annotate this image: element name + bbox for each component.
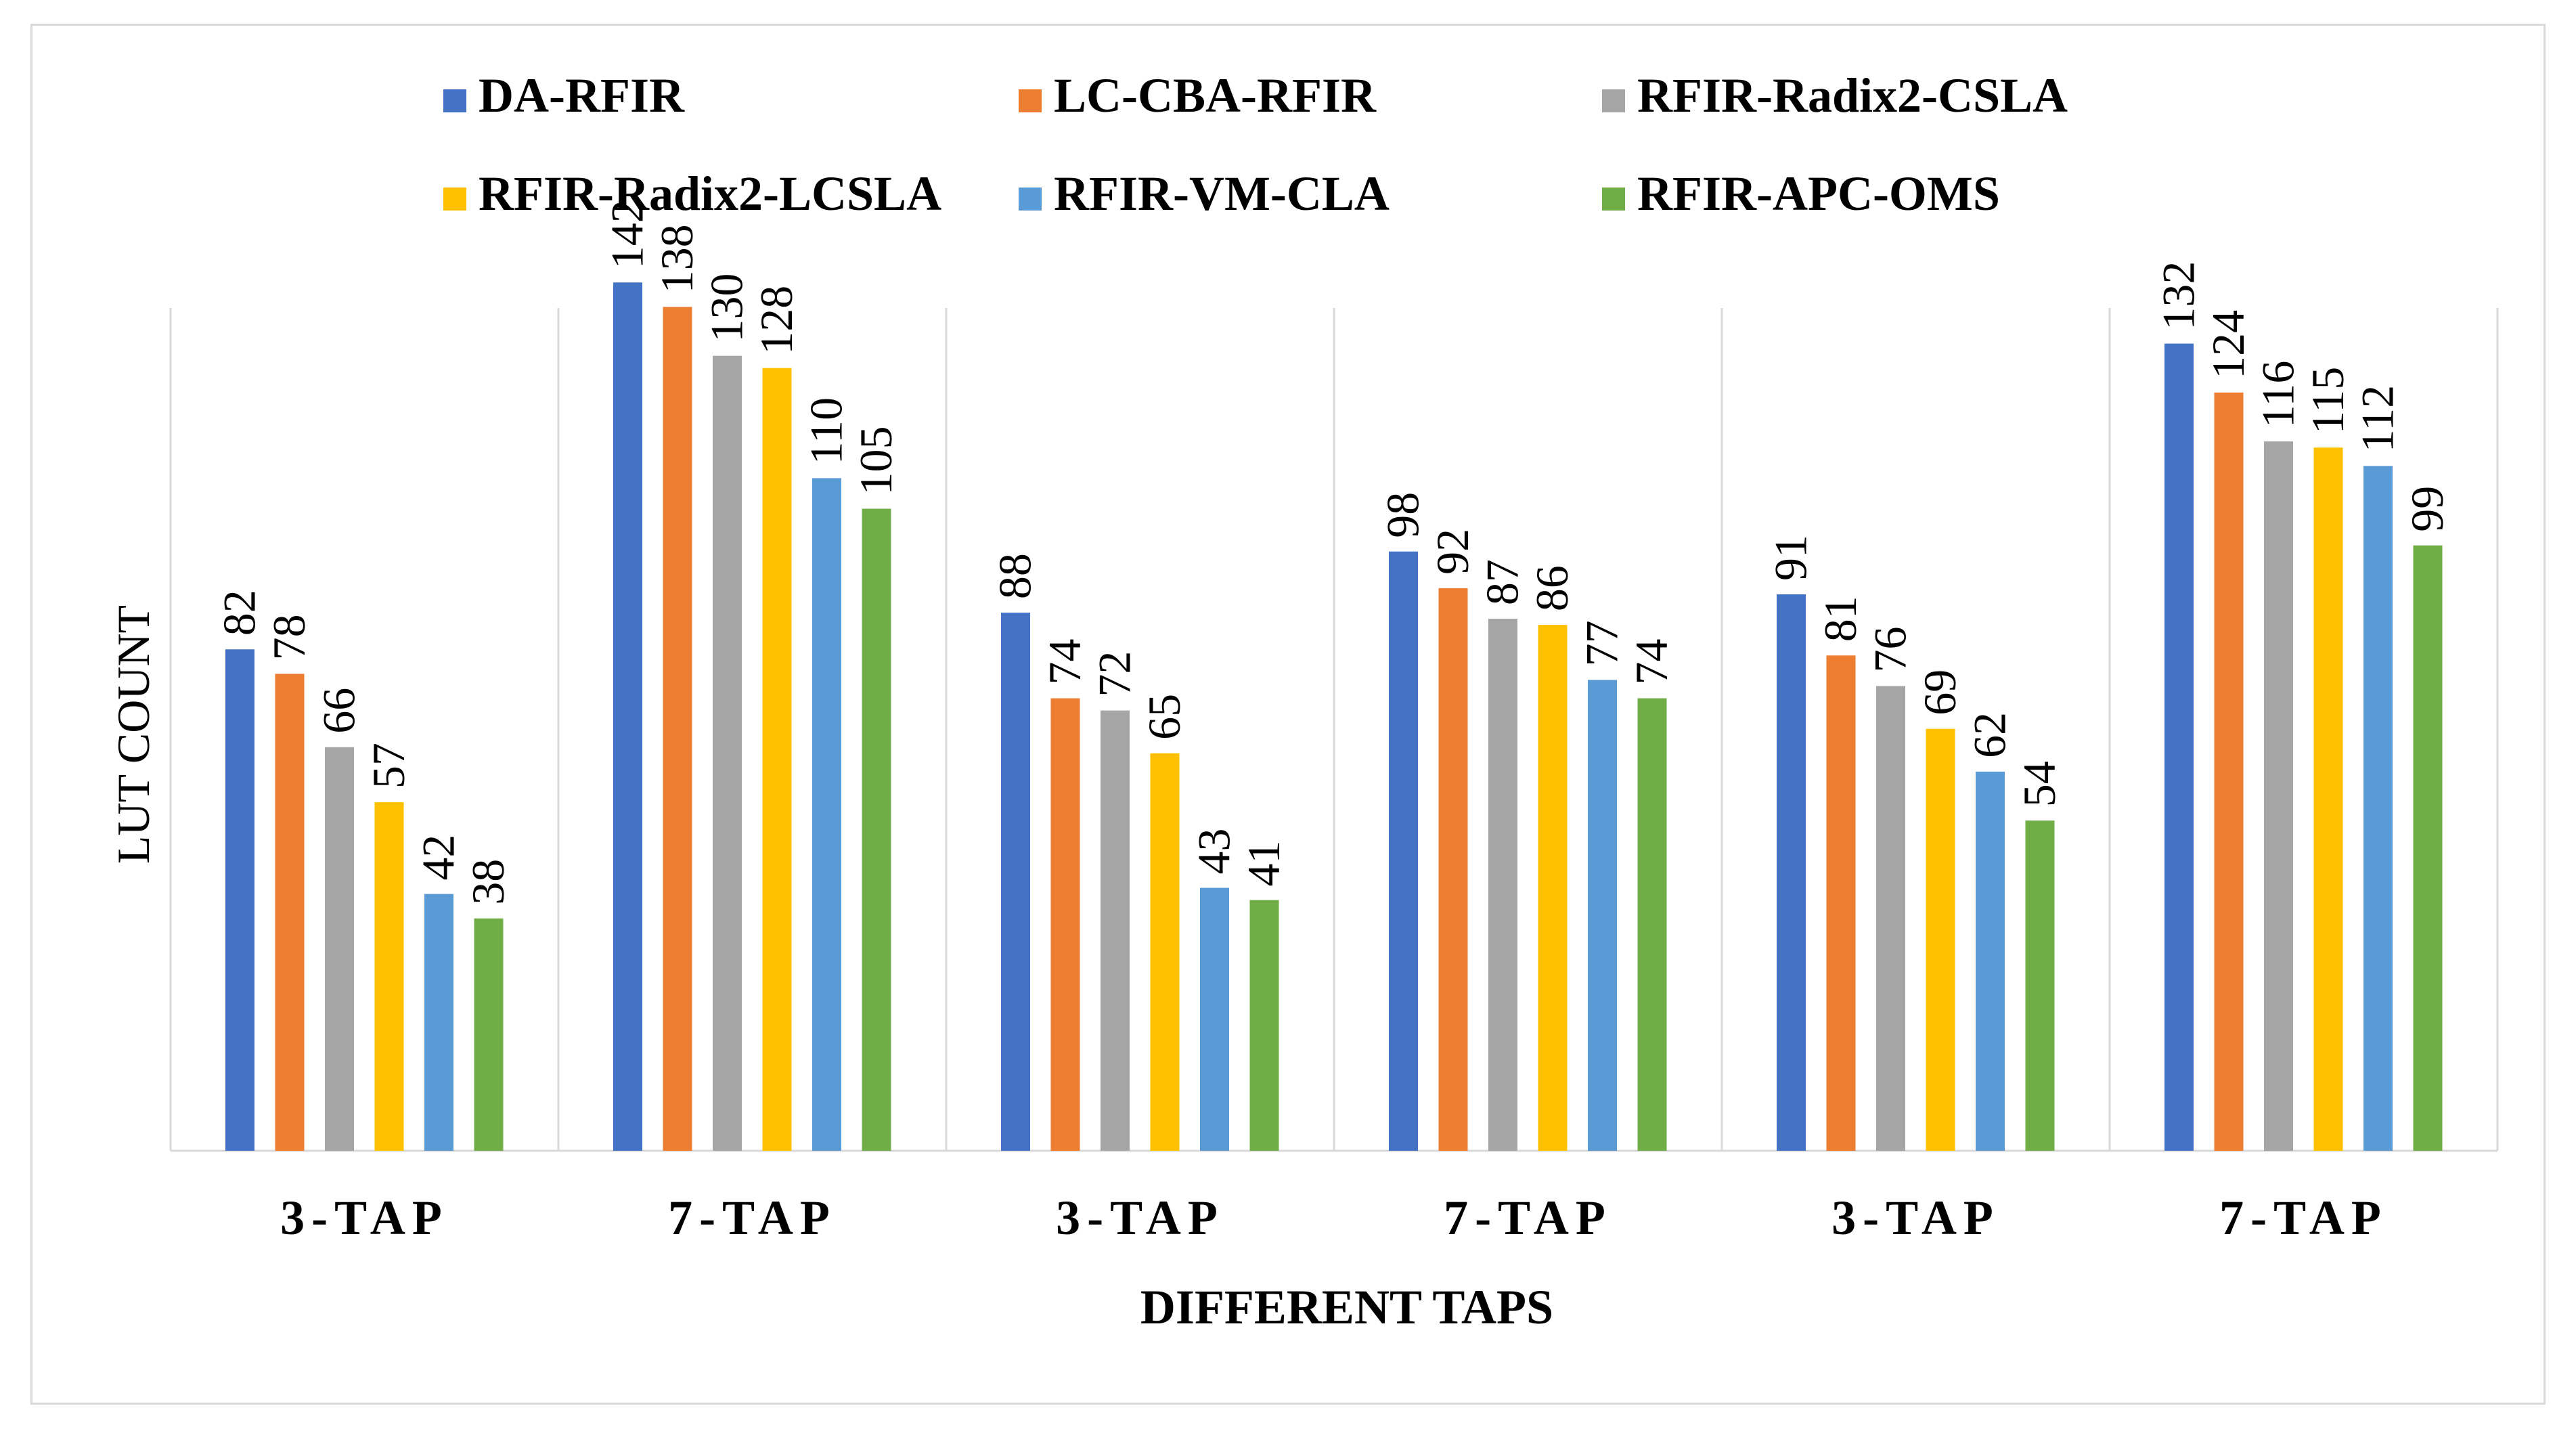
legend-swatch xyxy=(443,89,466,112)
data-label: 41 xyxy=(1238,841,1289,887)
bar-da-rfir-5 xyxy=(1777,594,1806,1151)
x-tick-label: 7-TAP xyxy=(668,1191,837,1245)
bar-lc-cba-rfir-3 xyxy=(1050,698,1080,1151)
bar-lc-cba-rfir-4 xyxy=(1438,588,1468,1151)
data-label: 132 xyxy=(2153,261,2204,330)
data-label: 128 xyxy=(751,286,802,355)
x-tick-label: 7-TAP xyxy=(2219,1191,2388,1245)
bar-rfir-apc-oms-2 xyxy=(862,508,891,1151)
data-label: 138 xyxy=(651,224,703,293)
legend-swatch xyxy=(1019,89,1042,112)
data-label: 62 xyxy=(1964,712,2016,758)
data-label: 98 xyxy=(1377,492,1429,538)
x-tick-label: 3-TAP xyxy=(1056,1191,1224,1245)
bar-rfir-radix2-lcsla-6 xyxy=(2313,447,2343,1151)
data-label: 66 xyxy=(313,688,365,734)
bar-rfir-radix2-csla-1 xyxy=(325,747,354,1151)
legend-item-label: RFIR-Radix2-LCSLA xyxy=(479,167,941,221)
legend-item-label: DA-RFIR xyxy=(479,68,685,123)
bar-rfir-vm-cla-3 xyxy=(1200,887,1229,1151)
data-label: 91 xyxy=(1765,535,1817,581)
data-label: 110 xyxy=(801,397,852,464)
legend-item-label: RFIR-APC-OMS xyxy=(1637,167,2000,221)
data-label: 54 xyxy=(2014,761,2065,807)
data-label: 124 xyxy=(2202,310,2254,379)
data-label: 74 xyxy=(1039,639,1090,685)
legend-swatch xyxy=(1602,89,1625,112)
bar-rfir-radix2-csla-2 xyxy=(713,355,742,1151)
bar-rfir-radix2-lcsla-4 xyxy=(1538,625,1568,1151)
data-label: 87 xyxy=(1477,559,1528,605)
bar-rfir-apc-oms-6 xyxy=(2413,545,2443,1151)
legend-swatch xyxy=(443,188,466,211)
data-label: 77 xyxy=(1576,620,1628,666)
data-label: 112 xyxy=(2352,385,2403,452)
data-label: 74 xyxy=(1626,639,1677,685)
data-label: 78 xyxy=(263,614,315,660)
bar-lc-cba-rfir-2 xyxy=(663,307,692,1151)
data-label: 69 xyxy=(1914,669,1966,716)
bar-rfir-radix2-lcsla-1 xyxy=(374,802,404,1151)
data-label: 142 xyxy=(602,200,653,269)
data-label: 82 xyxy=(214,590,265,636)
legend: DA-RFIR LC-CBA-RFIR RFIR-Radix2-CSLA RFIR-R… xyxy=(443,68,2068,221)
data-label: 42 xyxy=(413,835,464,881)
bar-lc-cba-rfir-6 xyxy=(2214,392,2244,1151)
bar-da-rfir-3 xyxy=(1001,613,1030,1151)
bar-rfir-radix2-lcsla-3 xyxy=(1150,753,1180,1151)
bar-rfir-apc-oms-3 xyxy=(1249,900,1279,1151)
bar-rfir-radix2-lcsla-5 xyxy=(1926,728,1955,1151)
data-label: 65 xyxy=(1138,694,1190,740)
data-label: 38 xyxy=(462,859,514,905)
bar-rfir-radix2-lcsla-2 xyxy=(762,368,792,1151)
legend-item-label: RFIR-Radix2-CSLA xyxy=(1637,68,2068,123)
data-label: 116 xyxy=(2252,361,2304,428)
legend-swatch xyxy=(1019,188,1042,211)
y-axis-title: LUT COUNT xyxy=(108,605,159,864)
bar-rfir-radix2-csla-6 xyxy=(2264,441,2293,1151)
bar-lc-cba-rfir-5 xyxy=(1826,655,1856,1151)
legend-item-label: LC-CBA-RFIR xyxy=(1054,68,1377,123)
data-label: 81 xyxy=(1815,596,1866,642)
data-label: 115 xyxy=(2302,367,2353,434)
bar-rfir-radix2-csla-4 xyxy=(1488,619,1517,1151)
bar-rfir-radix2-csla-5 xyxy=(1876,686,1905,1151)
bar-rfir-apc-oms-4 xyxy=(1637,698,1667,1151)
x-tick-label: 3-TAP xyxy=(280,1191,449,1245)
bar-da-rfir-2 xyxy=(613,282,642,1151)
data-label: 86 xyxy=(1526,565,1578,611)
chart-frame xyxy=(30,24,2546,1405)
bar-da-rfir-4 xyxy=(1389,551,1418,1151)
data-label: 88 xyxy=(990,553,1041,599)
data-label: 57 xyxy=(363,743,414,789)
legend-swatch xyxy=(1602,188,1625,211)
data-label: 72 xyxy=(1089,651,1140,697)
bar-rfir-vm-cla-5 xyxy=(1976,771,2005,1151)
x-tick-label: 3-TAP xyxy=(1831,1191,2000,1245)
legend-item-label: RFIR-VM-CLA xyxy=(1054,167,1390,221)
bar-rfir-apc-oms-5 xyxy=(2025,820,2055,1151)
bar-rfir-vm-cla-2 xyxy=(812,478,841,1151)
x-axis-title: DIFFERENT TAPS xyxy=(1140,1280,1553,1334)
bar-lc-cba-rfir-1 xyxy=(275,674,305,1151)
bar-rfir-vm-cla-4 xyxy=(1588,680,1617,1151)
data-label: 105 xyxy=(850,426,902,496)
bar-da-rfir-1 xyxy=(225,649,254,1151)
data-label: 76 xyxy=(1865,626,1916,672)
data-label: 130 xyxy=(701,273,753,343)
data-label: 43 xyxy=(1189,829,1240,875)
bar-rfir-apc-oms-1 xyxy=(474,918,504,1151)
bar-rfir-vm-cla-1 xyxy=(424,894,453,1151)
bar-rfir-radix2-csla-3 xyxy=(1101,710,1130,1151)
data-label: 99 xyxy=(2401,486,2453,532)
data-label: 92 xyxy=(1427,529,1478,575)
bar-rfir-vm-cla-6 xyxy=(2363,466,2393,1151)
bar-da-rfir-6 xyxy=(2164,343,2194,1151)
x-tick-label: 7-TAP xyxy=(1444,1191,1612,1245)
